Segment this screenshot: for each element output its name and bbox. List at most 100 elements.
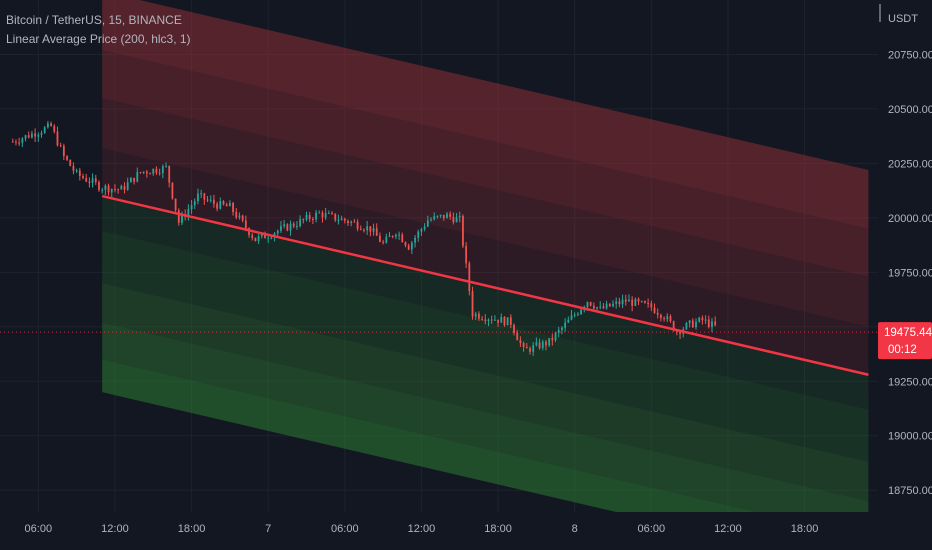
candle-body (94, 178, 97, 182)
candle-body (576, 314, 579, 316)
candle-body (394, 234, 397, 237)
candle-body (707, 319, 710, 328)
upper-band-zone (102, 50, 869, 277)
candle-body (586, 302, 589, 308)
lower-band-zone (102, 230, 869, 462)
candle-body (283, 224, 286, 227)
candle-body (398, 234, 400, 236)
candle-body (551, 338, 554, 341)
candle-body (158, 172, 161, 174)
candle-body (615, 301, 618, 304)
candle-body (621, 299, 624, 305)
candle-body (554, 332, 557, 341)
candle-body (21, 138, 24, 143)
candle-body (53, 125, 56, 132)
price-tick-label: 19750.00 (888, 267, 932, 279)
candle-body (190, 205, 193, 210)
candle-body (216, 203, 219, 209)
candle-body (385, 236, 388, 243)
candle-body (302, 219, 305, 221)
candle-body (382, 241, 385, 243)
candle-body (149, 173, 151, 175)
candle-body (599, 306, 602, 308)
candle-body (145, 171, 148, 174)
candle-body (37, 134, 40, 137)
candle-body (698, 317, 701, 322)
candle-body (209, 199, 212, 201)
candle-body (407, 245, 410, 250)
candle-body (487, 319, 490, 321)
candle-body (235, 212, 238, 218)
candle-body (343, 218, 346, 221)
candle-body (155, 168, 158, 173)
candle-body (484, 319, 487, 321)
lower-band-zone (102, 322, 869, 539)
candle-body (471, 291, 474, 317)
currency-label: USDT (888, 13, 918, 25)
candle-body (350, 221, 353, 224)
price-tick-label: 19250.00 (888, 376, 932, 388)
candle-body (98, 181, 100, 190)
candle-body (321, 212, 324, 218)
candle-body (152, 168, 155, 174)
price-axis[interactable] (878, 0, 932, 550)
candle-body (426, 220, 429, 227)
candle-body (66, 155, 68, 160)
price-tick-label: 20250.00 (888, 158, 932, 170)
candle-body (241, 215, 244, 221)
candle-body (347, 220, 349, 224)
candle-body (315, 212, 317, 220)
candle-body (171, 182, 174, 199)
time-tick-label: 18:00 (178, 523, 206, 535)
candle-body (525, 346, 528, 349)
candle-body (331, 212, 333, 214)
time-tick-label: 12:00 (714, 523, 742, 535)
candle-body (280, 226, 282, 231)
candle-body (82, 175, 84, 178)
candle-body (174, 198, 177, 211)
price-tick-label: 18750.00 (888, 485, 932, 497)
candle-body (490, 319, 493, 321)
candle-body (257, 236, 260, 242)
price-tick-label: 19000.00 (888, 431, 932, 443)
price-tick-label: 20750.00 (888, 49, 932, 61)
candle-body (592, 305, 595, 309)
candle-body (59, 145, 62, 147)
candle-body (72, 166, 75, 171)
candle-body (318, 212, 321, 214)
candle-body (618, 301, 621, 305)
candle-body (203, 193, 206, 200)
lower-band-zone (102, 196, 869, 410)
candle-body (356, 221, 359, 229)
candle-body (363, 229, 365, 231)
time-tick-label: 8 (572, 523, 578, 535)
candle-body (225, 204, 228, 207)
candle-body (337, 220, 340, 222)
price-tick-label: 20000.00 (888, 213, 932, 225)
candle-body (417, 231, 420, 238)
regression-line (101, 194, 869, 376)
symbol-title[interactable]: Bitcoin / TetherUS, 15, BINANCE (6, 13, 182, 27)
candle-body (264, 233, 266, 239)
indicator-title[interactable]: Linear Average Price (200, hlc3, 1) (6, 32, 191, 46)
candle-body (634, 298, 637, 306)
candle-body (18, 142, 21, 144)
candle-body (442, 214, 445, 219)
candle-body (88, 181, 91, 183)
candle-body (497, 319, 499, 323)
candle-body (289, 223, 292, 231)
time-axis[interactable] (0, 512, 932, 550)
time-tick-label: 06:00 (638, 523, 666, 535)
time-tick-label: 18:00 (791, 523, 819, 535)
candle-body (286, 224, 289, 231)
candle-body (177, 210, 180, 223)
time-tick-label: 7 (265, 523, 271, 535)
candle-body (535, 342, 538, 346)
lower-band-zone (102, 359, 869, 550)
time-tick-label: 06:00 (25, 523, 53, 535)
candle-body (366, 226, 369, 231)
price-axis-labels: 20750.00 20500.00 20250.00 20000.00 19750.00… (888, 49, 932, 497)
upper-band-zone (102, 148, 869, 375)
candle-body (388, 235, 391, 237)
